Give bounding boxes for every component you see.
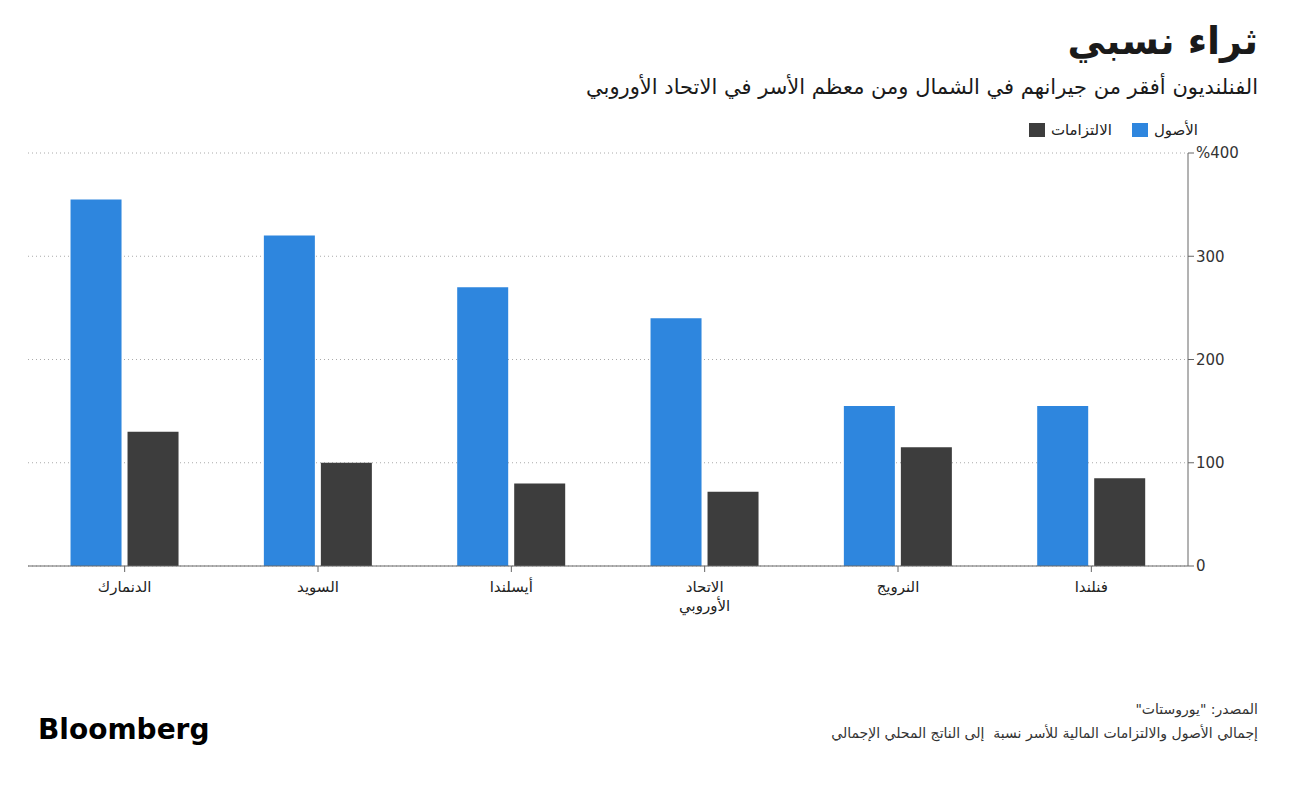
svg-text:200: 200	[1196, 351, 1225, 369]
svg-text:فنلندا: فنلندا	[1075, 578, 1108, 596]
html-text:الالتزامات: الالتزامات	[1050, 120, 1112, 139]
html-text:الفنلنديون أفقر من جيرانهم في: الفنلنديون أفقر من جيرانهم في الشمال ومن…	[586, 74, 1258, 99]
html-text:المصدر: "يوروستات": المصدر: "يوروستات"	[1135, 701, 1258, 718]
svg-text:100: 100	[1196, 454, 1225, 472]
svg-text:300: 300	[1196, 247, 1225, 265]
svg-text:%400: %400	[1196, 144, 1239, 162]
svg-text:أيسلندا: أيسلندا	[490, 577, 533, 596]
html-text:Bloomberg: Bloomberg	[38, 713, 210, 746]
html-text:الأصول: الأصول	[1153, 120, 1198, 139]
svg-text:0: 0	[1196, 557, 1206, 575]
svg-text:السويد: السويد	[297, 578, 339, 596]
svg-text:النرويج: النرويج	[877, 578, 920, 596]
svg-text:الدنمارك: الدنمارك	[98, 578, 152, 596]
html-text:إجمالي الأصول والالتزامات الما: إجمالي الأصول والالتزامات المالية للأسر …	[831, 725, 1258, 742]
svg-text:الاتحادالأوروبي: الاتحادالأوروبي	[679, 578, 730, 616]
html-text:ثراء نسبي: ثراء نسبي	[1067, 19, 1258, 63]
